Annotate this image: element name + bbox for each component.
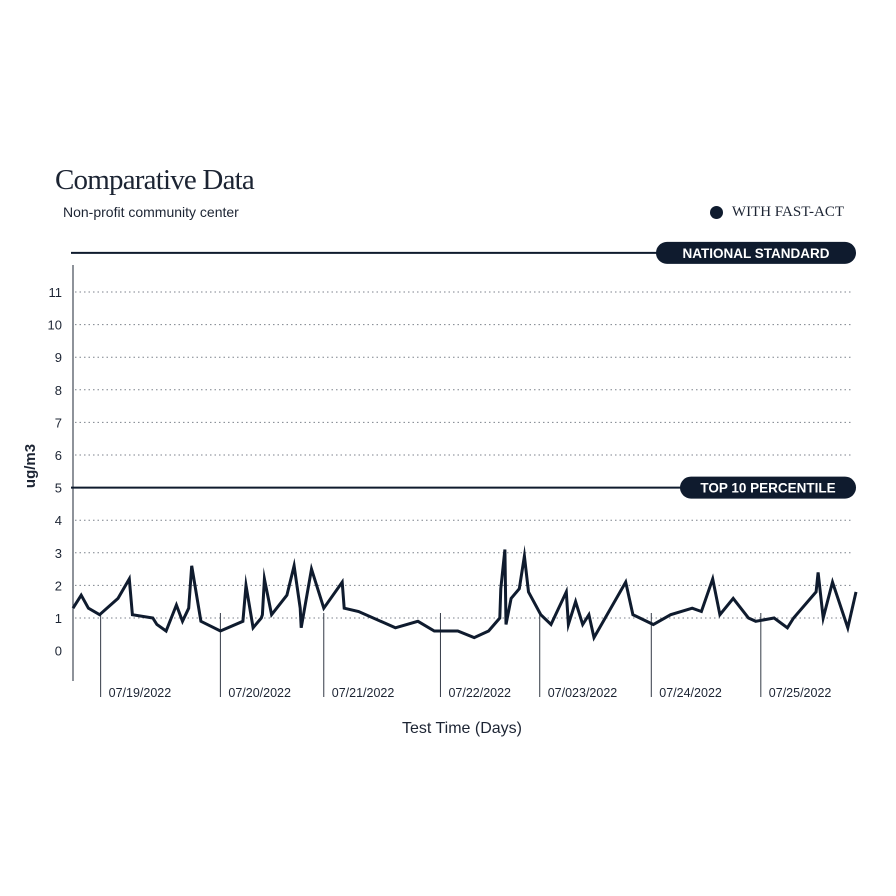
x-tick-label: 07/20/2022 bbox=[228, 686, 291, 700]
y-tick-label: 8 bbox=[55, 383, 62, 398]
series-line bbox=[71, 544, 858, 642]
x-axis-label: Test Time (Days) bbox=[402, 720, 522, 737]
y-tick-label: 5 bbox=[55, 481, 62, 496]
y-tick-label: 0 bbox=[55, 644, 62, 659]
chart-subtitle: Non-profit community center bbox=[63, 204, 239, 220]
legend: WITH FAST-ACT bbox=[709, 204, 844, 221]
y-tick-label: 3 bbox=[55, 546, 62, 561]
reference-badge bbox=[656, 241, 856, 264]
x-tick-label: 07/21/2022 bbox=[332, 686, 395, 700]
y-tick-label: 7 bbox=[55, 415, 62, 430]
chart-title: Comparative Data bbox=[55, 164, 255, 196]
reference-label: NATIONAL STANDARD bbox=[683, 246, 830, 261]
y-tick-label: 4 bbox=[55, 513, 62, 528]
x-tick-label: 07/24/2022 bbox=[659, 686, 722, 700]
y-tick-label: 9 bbox=[55, 350, 62, 365]
x-tick-label: 07/25/2022 bbox=[769, 686, 832, 700]
y-tick-label: 1 bbox=[55, 611, 62, 626]
y-tick-label: 11 bbox=[49, 285, 63, 300]
x-tick-label: 07/19/2022 bbox=[109, 686, 172, 700]
y-axis-label: ug/m3 bbox=[22, 444, 39, 488]
reference-badge bbox=[680, 476, 856, 499]
reference-label: TOP 10 PERCENTILE bbox=[700, 481, 835, 496]
x-tick-label: 07/22/2022 bbox=[448, 686, 511, 700]
legend-dot-icon bbox=[709, 206, 723, 219]
y-tick-label: 2 bbox=[55, 578, 62, 593]
legend-label: WITH FAST-ACT bbox=[731, 204, 844, 220]
y-tick-label: 6 bbox=[55, 448, 62, 463]
y-tick-label: 10 bbox=[48, 318, 62, 333]
x-tick-label: 07/023/2022 bbox=[548, 686, 618, 700]
